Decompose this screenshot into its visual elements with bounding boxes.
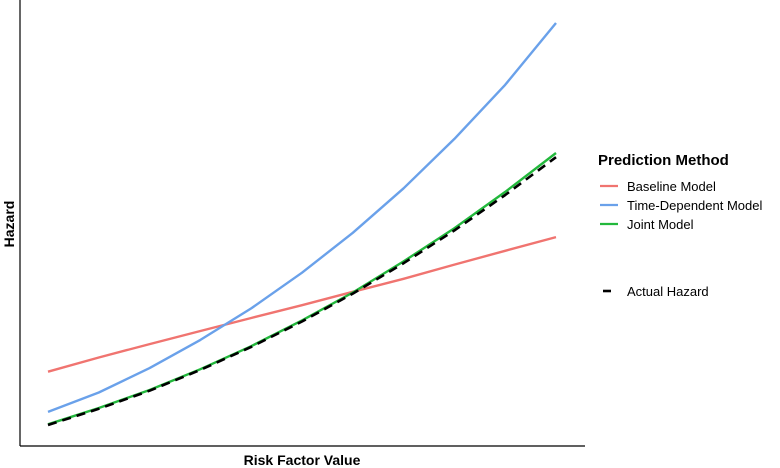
legend-item-baseline-model: Baseline Model (600, 179, 716, 194)
legend-item-actual-hazard: Actual Hazard (603, 284, 709, 299)
legend-label-baseline-model: Baseline Model (627, 179, 716, 194)
legend-item-joint-model: Joint Model (600, 217, 694, 232)
series-group (47, 22, 557, 427)
y-axis-title: Hazard (1, 201, 17, 248)
series-line-time-dependent-model (47, 22, 557, 414)
legend-label-time-dependent-model: Time-Dependent Model (627, 198, 762, 213)
legend-item-time-dependent-model: Time-Dependent Model (600, 198, 762, 213)
series-line-actual-hazard (47, 156, 557, 427)
x-axis-title: Risk Factor Value (244, 452, 361, 468)
legend-items: Baseline Model Time-Dependent Model Joint … (600, 179, 762, 299)
series-line-joint-model (47, 152, 557, 426)
series-line-baseline-model (47, 235, 557, 373)
legend: Prediction Method Baseline Model Time-Dep… (598, 152, 762, 299)
axes: Risk Factor Value Hazard (1, 0, 585, 468)
legend-title: Prediction Method (598, 152, 729, 169)
legend-label-joint-model: Joint Model (627, 217, 694, 232)
legend-label-actual-hazard: Actual Hazard (627, 284, 709, 299)
